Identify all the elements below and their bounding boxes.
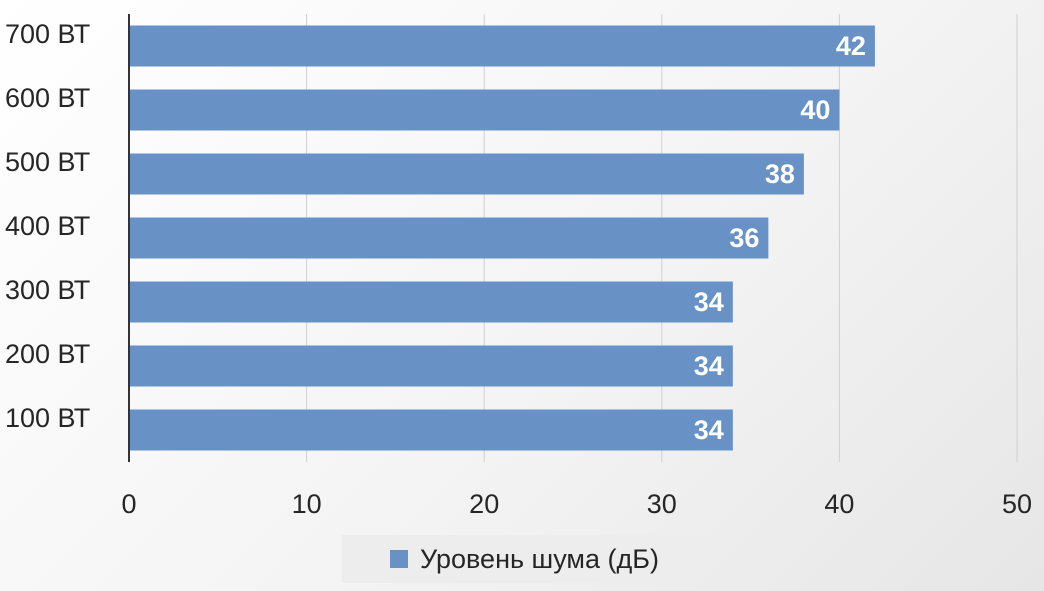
category-label: 100 ВТ xyxy=(5,403,90,433)
category-label: 300 ВТ xyxy=(5,275,90,305)
bar-5 xyxy=(129,281,733,323)
category-label: 200 ВТ xyxy=(5,339,90,369)
data-label: 36 xyxy=(729,223,759,253)
data-label: 34 xyxy=(694,351,724,381)
bar-2 xyxy=(129,89,840,131)
tick-label: 30 xyxy=(647,489,677,519)
data-label: 40 xyxy=(800,95,830,125)
bar-4 xyxy=(129,217,769,259)
data-labels: 42 40 38 36 34 34 34 xyxy=(694,31,866,445)
category-label: 700 ВТ xyxy=(5,19,90,49)
bar-7 xyxy=(129,409,733,451)
legend: Уровень шума (дБ) xyxy=(342,535,707,583)
data-label: 34 xyxy=(694,415,724,445)
tick-label: 0 xyxy=(121,489,136,519)
data-label: 34 xyxy=(694,287,724,317)
bar-1 xyxy=(129,25,875,67)
bar-3 xyxy=(129,153,804,195)
bars xyxy=(129,25,875,451)
tick-label: 40 xyxy=(824,489,854,519)
tick-label: 20 xyxy=(469,489,499,519)
tick-label: 50 xyxy=(1002,489,1032,519)
data-label: 42 xyxy=(836,31,866,61)
legend-label: Уровень шума (дБ) xyxy=(420,543,659,574)
category-label: 400 ВТ xyxy=(5,211,90,241)
tick-labels: 0 10 20 30 40 50 xyxy=(121,489,1032,519)
category-label: 600 ВТ xyxy=(5,83,90,113)
data-label: 38 xyxy=(765,159,795,189)
bar-6 xyxy=(129,345,733,387)
legend-swatch xyxy=(390,550,409,568)
tick-label: 10 xyxy=(292,489,322,519)
category-labels: 700 ВТ 600 ВТ 500 ВТ 400 ВТ 300 ВТ 200 ВТ 100 … xyxy=(5,19,90,433)
category-label: 500 ВТ xyxy=(5,147,90,177)
